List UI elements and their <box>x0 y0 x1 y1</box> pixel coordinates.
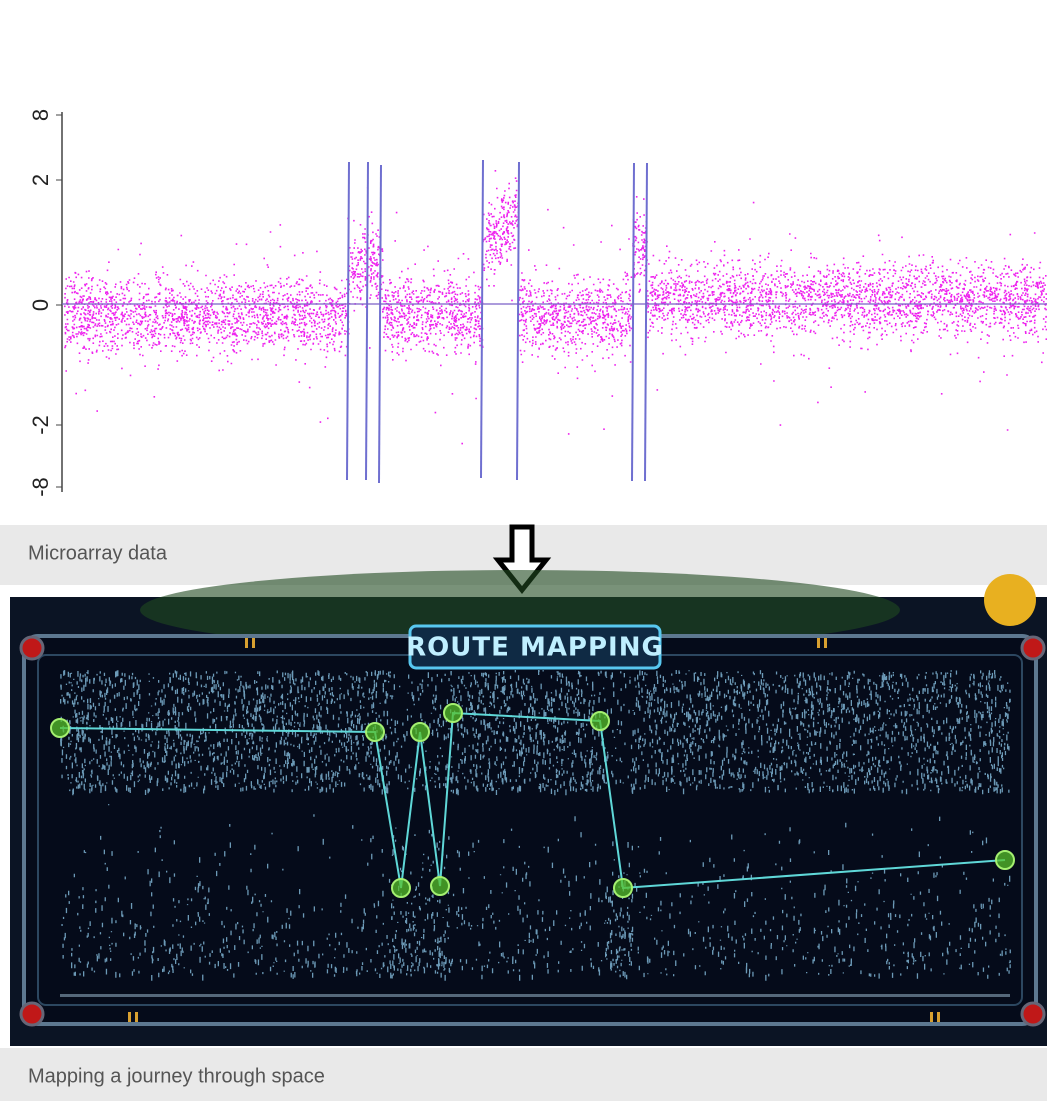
caption: Microarray data <box>28 542 168 564</box>
ground-strip <box>60 994 1010 997</box>
caption: Mapping a journey through space <box>28 1065 325 1087</box>
frame-marker <box>252 638 255 648</box>
game-frame <box>24 636 1036 1024</box>
corner-light <box>21 1003 43 1025</box>
y-axis-label: 8 <box>28 109 53 121</box>
frame-marker <box>135 1012 138 1022</box>
page: 8 2 0 -2 -8 Microarray data ROUTE MAPPIN… <box>0 0 1047 1101</box>
route-node <box>431 877 449 895</box>
info-badge <box>984 574 1036 626</box>
frame-marker <box>245 638 248 648</box>
route-node <box>444 704 462 722</box>
frame-marker <box>817 638 820 648</box>
y-axis-label: 2 <box>28 174 53 186</box>
route-node <box>392 879 410 897</box>
y-axis-label: -2 <box>28 415 53 435</box>
frame-marker <box>824 638 827 648</box>
figure: 8 2 0 -2 -8 Microarray data ROUTE MAPPIN… <box>0 0 1047 1101</box>
game-title: ROUTE MAPPING <box>406 633 664 663</box>
route-node <box>591 712 609 730</box>
route-node <box>51 719 69 737</box>
frame-marker <box>930 1012 933 1022</box>
route-node <box>411 723 429 741</box>
frame-marker <box>937 1012 940 1022</box>
corner-light <box>1022 637 1044 659</box>
route-node <box>614 879 632 897</box>
corner-light <box>21 637 43 659</box>
corner-light <box>1022 1003 1044 1025</box>
y-axis-label: -8 <box>28 477 53 497</box>
route-node <box>366 723 384 741</box>
y-axis-label: 0 <box>28 299 53 311</box>
frame-marker <box>128 1012 131 1022</box>
route-node <box>996 851 1014 869</box>
